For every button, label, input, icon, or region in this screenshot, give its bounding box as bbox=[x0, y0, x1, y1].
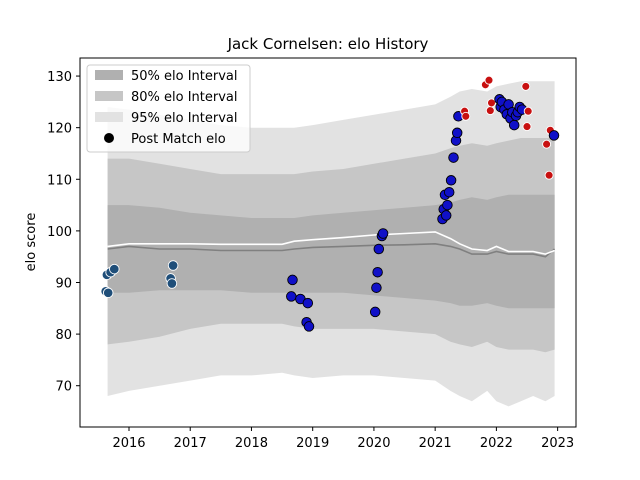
legend-label-95: 95% elo Interval bbox=[131, 111, 238, 126]
data-point-8 bbox=[286, 291, 297, 302]
legend-box bbox=[86, 64, 251, 153]
data-point-9 bbox=[287, 274, 298, 286]
legend-marker-point bbox=[104, 133, 114, 143]
data-point-53 bbox=[542, 139, 552, 149]
data-point-52 bbox=[523, 106, 533, 116]
legend-label-80: 80% elo Interval bbox=[131, 90, 238, 105]
data-point-34 bbox=[484, 75, 494, 85]
chart-title: Jack Cornelsen: elo History bbox=[227, 35, 429, 53]
data-point-13 bbox=[303, 321, 315, 332]
data-point-14 bbox=[369, 306, 381, 318]
data-point-50 bbox=[521, 81, 531, 91]
x-tick-label: 2019 bbox=[296, 436, 329, 451]
median-line bbox=[107, 242, 556, 258]
data-point-51 bbox=[522, 122, 532, 132]
data-point-35 bbox=[485, 106, 495, 116]
data-point-4 bbox=[109, 263, 120, 275]
plot-area bbox=[100, 75, 560, 407]
y-tick-label: 130 bbox=[47, 70, 72, 85]
y-tick-label: 110 bbox=[47, 173, 72, 188]
data-point-2 bbox=[102, 287, 114, 299]
x-axis: 2016 2017 2018 2019 2020 2021 2022 2023 bbox=[112, 427, 574, 451]
y-tick-label: 100 bbox=[47, 225, 72, 240]
x-tick-label: 2017 bbox=[174, 436, 207, 451]
data-point-45 bbox=[508, 119, 520, 131]
x-tick-label: 2018 bbox=[235, 436, 268, 451]
data-point-26 bbox=[445, 175, 457, 186]
data-point-56 bbox=[548, 130, 560, 141]
data-point-12 bbox=[302, 297, 314, 309]
legend-label-point: Post Match elo bbox=[131, 132, 226, 147]
mean-line bbox=[107, 231, 555, 255]
data-point-54 bbox=[544, 170, 554, 180]
legend-label-50: 50% elo Interval bbox=[131, 69, 238, 84]
legend-swatch-80 bbox=[95, 91, 123, 101]
y-axis: 70 80 90 100 110 120 130 bbox=[47, 70, 80, 395]
legend-swatch-95 bbox=[95, 112, 123, 122]
data-point-25 bbox=[443, 186, 455, 198]
post-match-points bbox=[100, 75, 560, 332]
data-point-32 bbox=[461, 111, 471, 121]
data-point-27 bbox=[448, 152, 459, 163]
data-point-6 bbox=[166, 278, 178, 289]
data-point-16 bbox=[372, 266, 383, 278]
data-point-24 bbox=[442, 199, 453, 211]
data-point-29 bbox=[451, 127, 463, 139]
data-point-15 bbox=[371, 282, 382, 293]
y-tick-label: 70 bbox=[55, 380, 72, 395]
x-tick-label: 2022 bbox=[480, 436, 513, 451]
y-tick-label: 80 bbox=[55, 328, 72, 343]
trend-lines bbox=[107, 231, 556, 258]
data-point-23 bbox=[440, 210, 452, 221]
legend: 50% elo Interval 80% elo Interval 95% el… bbox=[86, 64, 251, 153]
data-point-7 bbox=[167, 260, 179, 271]
y-axis-label: elo score bbox=[24, 213, 39, 272]
x-tick-label: 2021 bbox=[419, 436, 452, 451]
data-point-17 bbox=[373, 243, 385, 255]
axes-frame bbox=[79, 57, 577, 428]
x-tick-label: 2016 bbox=[112, 436, 145, 451]
x-tick-label: 2023 bbox=[541, 436, 574, 451]
data-point-19 bbox=[377, 228, 389, 239]
y-tick-label: 90 bbox=[55, 276, 72, 291]
legend-swatch-50 bbox=[95, 70, 123, 80]
data-point-36 bbox=[487, 98, 496, 108]
x-tick-label: 2020 bbox=[357, 436, 390, 451]
y-tick-label: 120 bbox=[47, 122, 72, 137]
